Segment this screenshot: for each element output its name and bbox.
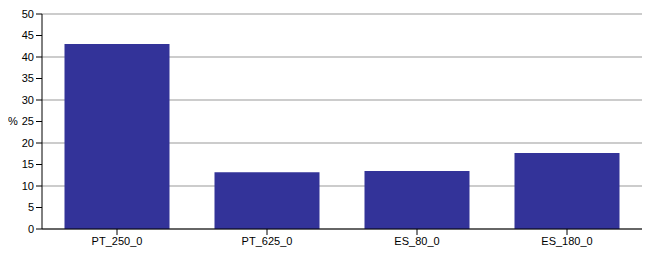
svg-text:ES_80_0: ES_80_0 bbox=[394, 235, 439, 247]
svg-text:30: 30 bbox=[22, 94, 34, 106]
svg-text:40: 40 bbox=[22, 51, 34, 63]
svg-text:0: 0 bbox=[28, 223, 34, 235]
svg-text:PT_625_0: PT_625_0 bbox=[242, 235, 293, 247]
svg-text:15: 15 bbox=[22, 158, 34, 170]
svg-text:45: 45 bbox=[22, 29, 34, 41]
svg-text:5: 5 bbox=[28, 201, 34, 213]
svg-text:20: 20 bbox=[22, 137, 34, 149]
svg-text:50: 50 bbox=[22, 8, 34, 20]
svg-text:ES_180_0: ES_180_0 bbox=[541, 235, 592, 247]
svg-text:35: 35 bbox=[22, 72, 34, 84]
svg-text:10: 10 bbox=[22, 180, 34, 192]
svg-text:PT_250_0: PT_250_0 bbox=[92, 235, 143, 247]
svg-text:25: 25 bbox=[22, 115, 34, 127]
svg-text:%: % bbox=[8, 115, 18, 127]
